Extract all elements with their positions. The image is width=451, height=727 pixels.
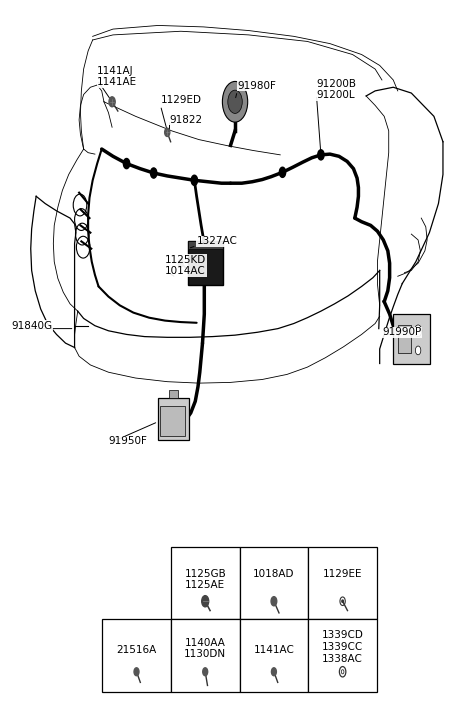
Text: 91990P: 91990P [381,327,420,337]
Circle shape [222,81,247,122]
Bar [392,314,429,364]
Text: 91980F: 91980F [237,81,276,91]
Circle shape [227,90,242,113]
Text: 91200B
91200L: 91200B 91200L [316,79,355,100]
Circle shape [279,167,285,177]
Bar [158,398,189,440]
Text: 1141AC: 1141AC [253,645,294,655]
Circle shape [123,158,129,169]
Text: 1141AJ
1141AE: 1141AJ 1141AE [97,65,137,87]
Bar [102,619,170,692]
Text: 1129EE: 1129EE [322,569,362,579]
Bar [187,241,222,249]
Circle shape [201,595,208,607]
Circle shape [271,597,276,606]
Bar [170,547,239,619]
Text: 1125GB
1125AE: 1125GB 1125AE [184,569,226,590]
Bar [239,619,308,692]
Circle shape [164,128,170,137]
Circle shape [414,346,420,355]
Bar [169,390,177,398]
Text: 1327AC: 1327AC [196,236,237,246]
Text: 1140AA
1130DN: 1140AA 1130DN [184,638,226,659]
Text: 1125KD
1014AC: 1125KD 1014AC [165,254,206,276]
Text: 91950F: 91950F [108,436,147,446]
Bar [170,619,239,692]
Circle shape [341,670,343,674]
Text: 91822: 91822 [169,115,202,125]
Circle shape [178,260,183,267]
Circle shape [134,668,138,675]
Text: 91840G: 91840G [11,321,52,331]
Text: 21516A: 21516A [116,645,156,655]
Circle shape [341,600,343,603]
Text: 1339CD
1339CC
1338AC: 1339CD 1339CC 1338AC [321,630,363,664]
Bar [160,406,185,436]
Text: 1129ED: 1129ED [160,95,201,105]
Circle shape [271,668,276,675]
Bar [308,547,376,619]
Bar [239,547,308,619]
Circle shape [414,325,421,337]
Circle shape [202,668,207,675]
Text: 1018AD: 1018AD [253,569,294,579]
Bar [308,619,376,692]
Circle shape [109,97,115,107]
Circle shape [317,150,323,160]
Circle shape [150,168,156,178]
Circle shape [191,175,197,185]
Bar [397,325,410,353]
Bar [187,241,222,285]
